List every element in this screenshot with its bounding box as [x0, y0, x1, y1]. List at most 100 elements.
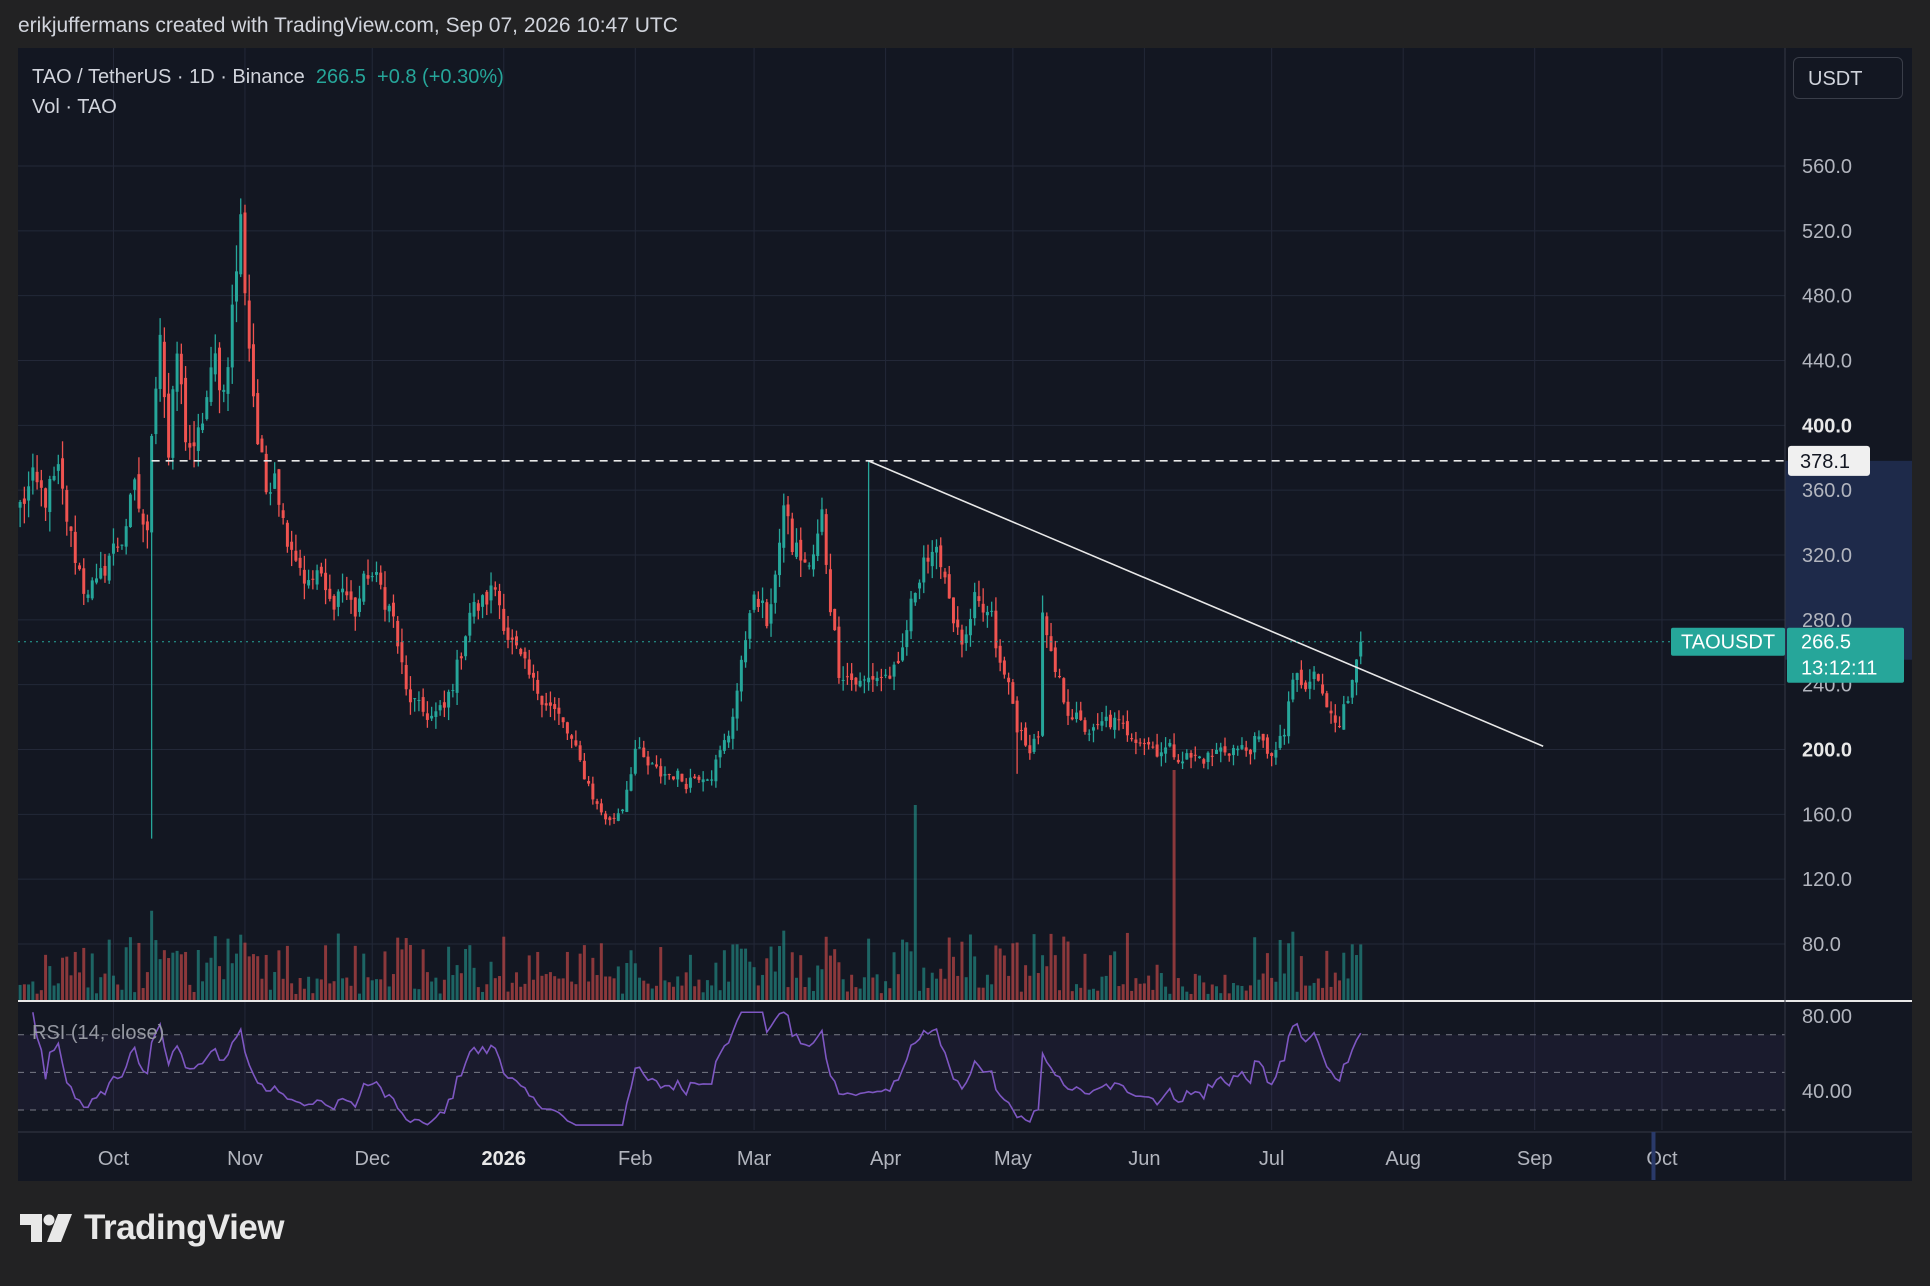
- candle-body: [209, 367, 213, 402]
- volume-bar: [515, 972, 518, 1000]
- volume-bar: [990, 984, 994, 1000]
- candle-body: [150, 435, 154, 533]
- volume-bar: [319, 979, 323, 1000]
- volume-bar: [366, 977, 370, 1000]
- candle-body: [1308, 681, 1312, 689]
- price-tick-label: 360.0: [1802, 480, 1852, 502]
- volume-bar: [837, 962, 841, 1000]
- candle-body: [1193, 754, 1197, 756]
- candle-body: [1236, 748, 1240, 751]
- candle-body: [31, 467, 35, 481]
- candle-body: [481, 595, 485, 607]
- candle-body: [684, 783, 688, 790]
- candle-body: [587, 780, 591, 784]
- candle-body: [676, 770, 680, 780]
- volume-bar: [1346, 978, 1350, 1000]
- volume-bar: [1312, 982, 1316, 1000]
- volume-bar: [358, 993, 362, 1000]
- candle-body: [256, 393, 260, 445]
- candle-body: [1346, 700, 1350, 704]
- volume-bar: [973, 956, 977, 1000]
- volume-bar: [1058, 990, 1062, 1000]
- candle-body: [430, 715, 434, 719]
- price-tick-label: 280.0: [1802, 610, 1852, 632]
- candle-body: [1062, 678, 1066, 703]
- countdown-tag: 13:12:11: [1801, 658, 1877, 680]
- volume-bar: [281, 978, 285, 1000]
- volume-bar: [196, 949, 200, 1000]
- volume-bar: [1202, 982, 1206, 1000]
- volume-bar: [375, 979, 378, 1000]
- candle-body: [985, 611, 989, 616]
- candle-body: [451, 690, 455, 692]
- candle-body: [1257, 736, 1261, 740]
- candle-body: [739, 659, 743, 692]
- candle-body: [879, 676, 883, 678]
- candle-body: [918, 582, 922, 589]
- candle-body: [786, 504, 790, 517]
- candle-body: [688, 777, 692, 788]
- price-tick-label: 400.0: [1802, 415, 1852, 437]
- volume-bar: [574, 984, 578, 1000]
- volume-bar: [998, 948, 1002, 1000]
- candle-body: [1091, 727, 1095, 731]
- volume-bar: [536, 951, 540, 1000]
- candle-body: [1066, 701, 1070, 716]
- symbol-legend[interactable]: TAO / TetherUS · 1D · Binance 266.5 +0.8…: [32, 66, 504, 89]
- rsi-line: [32, 1011, 1362, 1126]
- volume-bar: [1215, 986, 1218, 1000]
- candle-body: [145, 521, 149, 531]
- volume-bar: [90, 953, 94, 1000]
- candle-body: [213, 353, 217, 375]
- candle-body: [633, 748, 637, 774]
- candle-body: [273, 473, 277, 489]
- rsi-legend[interactable]: RSI (14, close): [32, 1022, 165, 1044]
- candle-body: [141, 513, 145, 525]
- candle-body: [498, 591, 502, 606]
- volume-bar: [671, 986, 675, 1000]
- candle-body: [1172, 744, 1176, 758]
- candle-body: [642, 747, 646, 758]
- volume-bar: [956, 975, 960, 1000]
- volume-legend[interactable]: Vol · TAO: [32, 96, 117, 118]
- candle-body: [1231, 748, 1235, 756]
- volume-bar: [1036, 973, 1040, 1000]
- volume-bar: [1019, 991, 1023, 1000]
- candle-body: [485, 591, 489, 605]
- volume-bar: [99, 977, 103, 1000]
- candle-body: [1104, 716, 1108, 721]
- tradingview-logo[interactable]: TradingView: [20, 1208, 285, 1248]
- candle-body: [727, 735, 731, 743]
- candle-body: [943, 571, 947, 578]
- time-tick-label: Jul: [1259, 1148, 1285, 1170]
- candle-body: [867, 677, 871, 683]
- volume-bar: [756, 985, 760, 1000]
- candle-body: [536, 679, 540, 694]
- volume-bar: [341, 978, 345, 1000]
- volume-bar: [824, 936, 828, 1000]
- volume-bar: [1278, 939, 1282, 1000]
- volume-bar: [35, 993, 39, 1000]
- candle-body: [1138, 742, 1142, 744]
- volume-bar: [158, 959, 162, 1000]
- volume-bar: [302, 988, 306, 1000]
- volume-bar: [273, 972, 277, 1000]
- candle-body: [1011, 682, 1015, 704]
- candle-body: [1321, 684, 1325, 694]
- candle-body: [396, 620, 400, 647]
- candle-body: [608, 817, 612, 821]
- volume-bar: [349, 985, 353, 1000]
- volume-bar: [1236, 985, 1240, 1000]
- candle-body: [638, 747, 642, 749]
- candle-body: [86, 594, 90, 598]
- candle-body: [650, 763, 654, 765]
- volume-bar: [1253, 937, 1257, 1000]
- candle-body: [1248, 749, 1252, 755]
- candle-body: [379, 572, 383, 585]
- candle-body: [116, 546, 120, 548]
- volume-bar: [52, 985, 56, 1000]
- price-range-highlight: [1785, 460, 1912, 660]
- candle-body: [1159, 752, 1163, 757]
- currency-button[interactable]: USDT: [1793, 57, 1903, 99]
- volume-bar: [621, 993, 625, 1000]
